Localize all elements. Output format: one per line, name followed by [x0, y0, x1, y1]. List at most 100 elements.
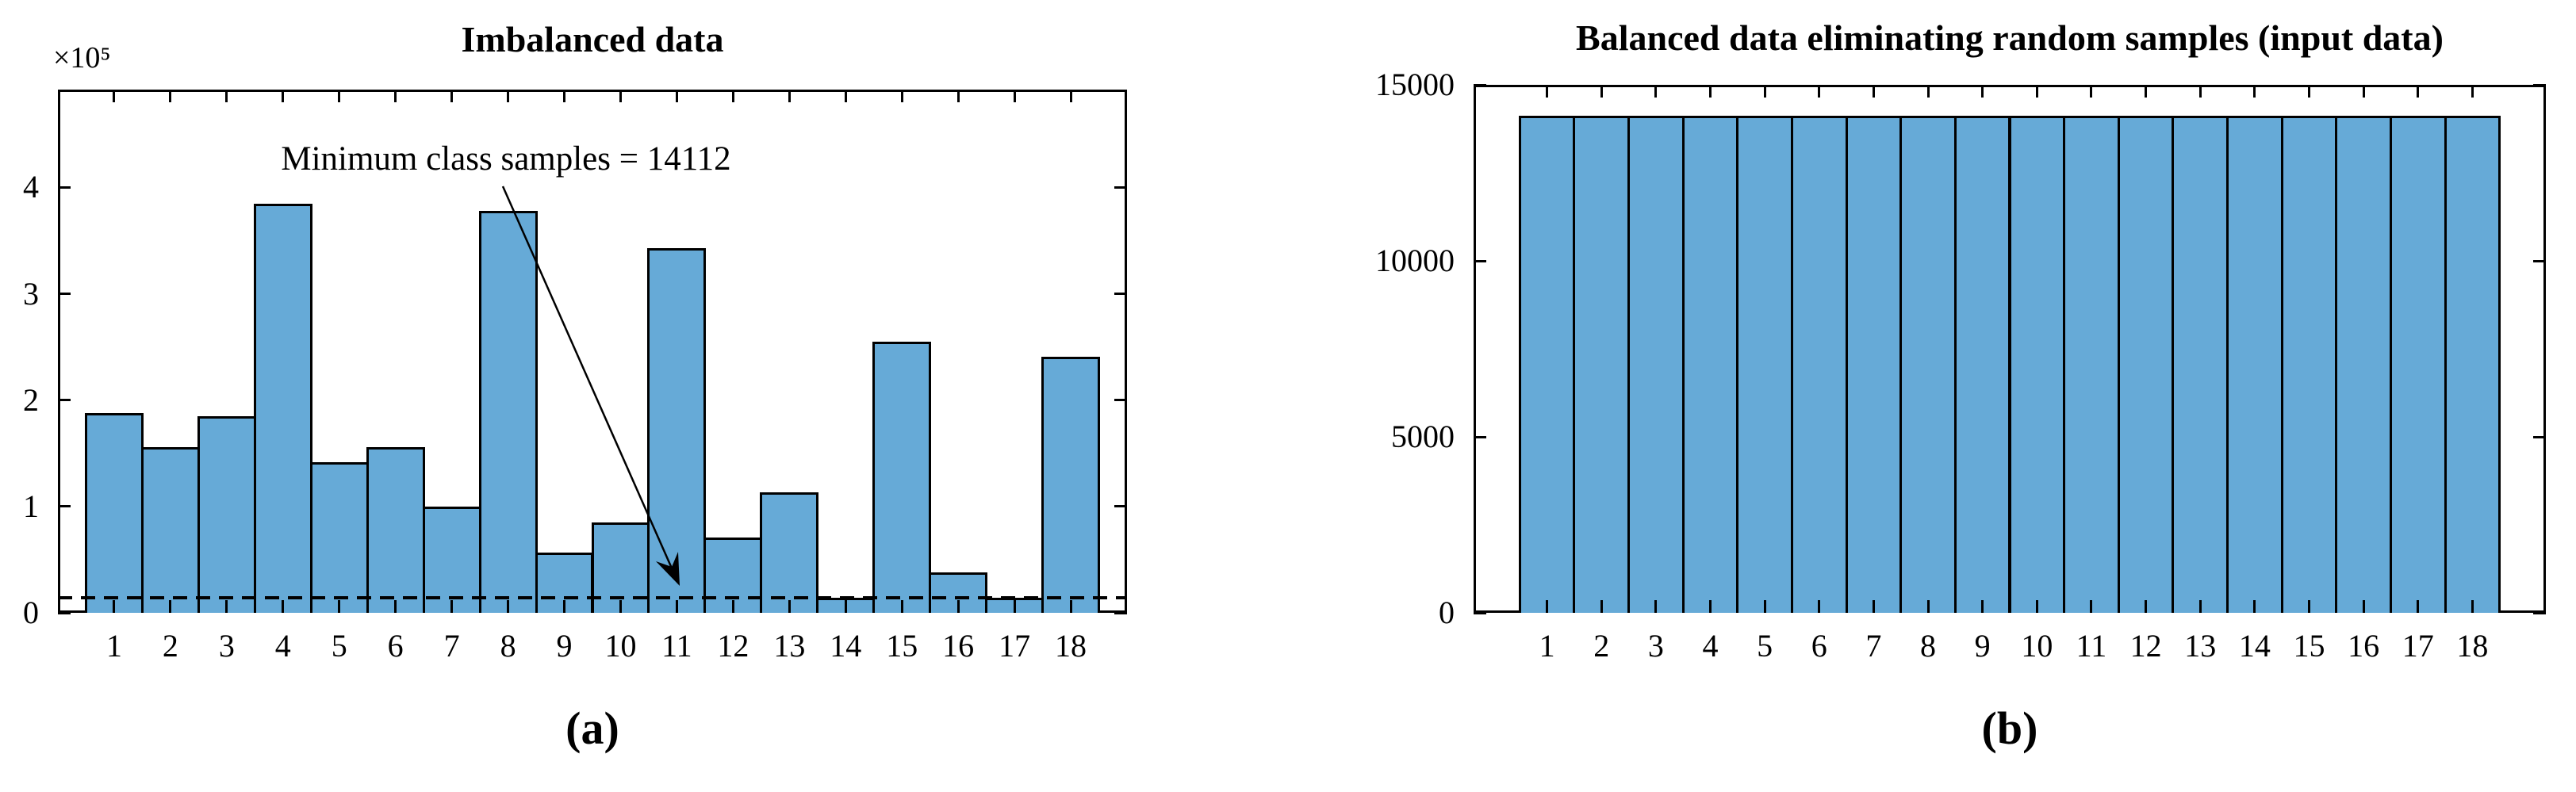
x-tick-bottom [225, 600, 228, 613]
y-tick-label: 5000 [1391, 419, 1455, 454]
x-tick-top [1872, 85, 1875, 98]
x-tick-top [2471, 85, 2474, 98]
x-tick-top [394, 90, 397, 102]
x-tick-top [619, 90, 622, 102]
annotation-min-class-samples: Minimum class samples = 14112 [281, 140, 731, 178]
x-tick-top [338, 90, 341, 102]
y-tick-right [1114, 186, 1127, 189]
x-tick-bottom [731, 600, 734, 613]
x-tick-label: 9 [1974, 628, 1991, 664]
x-tick-label: 6 [387, 628, 404, 664]
x-tick-label: 7 [1865, 628, 1882, 664]
x-tick-top [1818, 85, 1821, 98]
x-tick-top [225, 90, 228, 102]
x-tick-top [1709, 85, 1712, 98]
bar-class-4 [1681, 116, 1739, 613]
x-tick-top [113, 90, 116, 102]
x-tick-bottom [1013, 600, 1016, 613]
x-tick-bottom [1763, 600, 1766, 613]
x-tick-label: 18 [1055, 628, 1087, 664]
x-tick-top [282, 90, 285, 102]
bar-class-15 [872, 341, 932, 613]
bar-class-7 [1845, 116, 1903, 613]
x-tick-top [2417, 85, 2420, 98]
bar-class-6 [1790, 116, 1848, 613]
x-tick-top [675, 90, 678, 102]
annotation-arrow [501, 186, 680, 586]
x-tick-bottom [338, 600, 341, 613]
x-tick-bottom [2307, 600, 2310, 613]
x-tick-bottom [1872, 600, 1875, 613]
x-tick-label: 18 [2456, 628, 2489, 664]
y-tick-label: 1 [23, 488, 39, 524]
x-tick-top [2145, 85, 2148, 98]
x-tick-label: 16 [942, 628, 975, 664]
chart-imbalanced-data: Imbalanced data ×10⁵ Minimum class sampl… [23, 20, 1127, 752]
bar-class-18 [2444, 116, 2501, 613]
bar-class-8 [1899, 116, 1957, 613]
y-tick-left [58, 186, 71, 189]
x-tick-label: 12 [2129, 628, 2162, 664]
x-tick-label: 14 [830, 628, 862, 664]
x-tick-bottom [2253, 600, 2256, 613]
x-tick-bottom [2090, 600, 2093, 613]
y-tick-label: 15000 [1375, 67, 1455, 102]
subfigure-caption-b: (b) [1981, 702, 2038, 754]
x-tick-label: 5 [1757, 628, 1773, 664]
bar-class-16 [2335, 116, 2392, 613]
x-tick-bottom [2362, 600, 2365, 613]
bar-class-3 [1627, 116, 1685, 613]
y-tick-left [1474, 435, 1486, 438]
x-tick-top [1013, 90, 1016, 102]
x-tick-top [2253, 85, 2256, 98]
y-tick-label: 0 [1439, 595, 1455, 630]
bar-class-2 [1573, 116, 1631, 613]
x-tick-top [2035, 85, 2038, 98]
x-tick-label: 2 [162, 628, 178, 664]
chart-title: Balanced data eliminating random samples… [1576, 17, 2444, 58]
x-tick-bottom [1600, 600, 1603, 613]
x-tick-label: 11 [661, 628, 692, 664]
bar-class-1 [1518, 116, 1576, 613]
x-tick-label: 10 [604, 628, 637, 664]
x-tick-label: 12 [717, 628, 749, 664]
x-tick-label: 15 [886, 628, 918, 664]
x-tick-top [1926, 85, 1930, 98]
y-tick-left [58, 611, 71, 614]
x-tick-bottom [2417, 600, 2420, 613]
x-tick-label: 8 [500, 628, 516, 664]
y-tick-right [1114, 399, 1127, 402]
x-tick-bottom [1654, 600, 1658, 613]
bar-class-10 [2008, 116, 2066, 613]
x-tick-bottom [450, 600, 454, 613]
x-tick-top [507, 90, 510, 102]
x-tick-top [900, 90, 903, 102]
x-tick-label: 6 [1811, 628, 1827, 664]
x-tick-bottom [956, 600, 960, 613]
x-tick-top [2090, 85, 2093, 98]
x-tick-bottom [2145, 600, 2148, 613]
x-tick-label: 10 [2021, 628, 2053, 664]
bar-class-9 [1953, 116, 2011, 613]
x-tick-label: 16 [2348, 628, 2380, 664]
x-tick-bottom [1926, 600, 1930, 613]
x-tick-top [1763, 85, 1766, 98]
bar-class-8 [478, 210, 538, 613]
x-tick-label: 4 [274, 628, 291, 664]
x-tick-label: 1 [105, 628, 122, 664]
y-tick-right [2533, 611, 2546, 614]
x-tick-bottom [1069, 600, 1072, 613]
y-tick-left [1474, 611, 1486, 614]
y-tick-left [58, 399, 71, 402]
chart-title: Imbalanced data [461, 19, 724, 59]
y-tick-right [1114, 505, 1127, 508]
x-tick-label: 9 [556, 628, 573, 664]
y-tick-right [2533, 83, 2546, 86]
x-tick-label: 4 [1702, 628, 1719, 664]
x-tick-top [1546, 85, 1549, 98]
x-tick-top [788, 90, 791, 102]
x-tick-top [2307, 85, 2310, 98]
bar-class-15 [2280, 116, 2338, 613]
y-tick-right [2533, 435, 2546, 438]
x-tick-label: 11 [2076, 628, 2107, 664]
